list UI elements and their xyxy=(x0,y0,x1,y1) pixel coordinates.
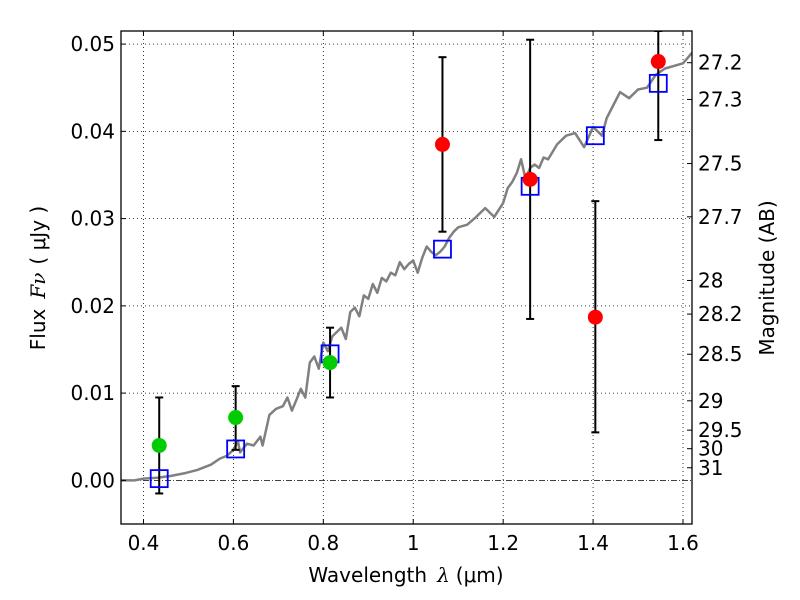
x-tick-label: 0.4 xyxy=(128,531,160,555)
y-tick-label: 0.01 xyxy=(70,381,115,405)
x-tick-label: 0.6 xyxy=(217,531,249,555)
x-axis-ticks: 0.4 0.6 0.8 1 1.2 1.4 1.6 xyxy=(128,31,699,555)
y-tick-label: 0.05 xyxy=(70,32,115,56)
model-photometry-point xyxy=(433,239,452,259)
magnitude-tick-label: 27.7 xyxy=(698,205,743,229)
magnitude-tick-label: 29.5 xyxy=(698,418,743,442)
y-tick-label: 0.02 xyxy=(70,294,115,318)
magnitude-tick-label: 28.2 xyxy=(698,302,743,326)
observed-point xyxy=(228,410,244,426)
magnitude-tick-label: 28.5 xyxy=(698,342,743,366)
y-axis-right-label: Magnitude (AB) xyxy=(755,200,779,355)
model-spectrum-line xyxy=(121,51,692,482)
y-tick-label: 0.00 xyxy=(70,468,115,492)
x-tick-label: 1 xyxy=(407,531,420,555)
observed-point xyxy=(434,136,450,152)
magnitude-tick-label: 27.5 xyxy=(698,152,743,176)
y-tick-label: 0.04 xyxy=(70,119,115,143)
observed-point xyxy=(650,54,666,70)
observed-point xyxy=(522,171,538,187)
magnitude-tick-label: 30 xyxy=(698,437,723,461)
x-axis-label: Wavelength λ (μm) xyxy=(308,563,503,587)
x-tick-label: 1.2 xyxy=(487,531,519,555)
x-tick-label: 0.8 xyxy=(307,531,339,555)
magnitude-tick-label: 28 xyxy=(698,268,723,292)
plot-area xyxy=(121,31,692,495)
model-photometry-point xyxy=(585,126,605,146)
observed-point xyxy=(587,309,603,325)
y-axis-label: FluxFν( μJy ) xyxy=(26,206,50,350)
magnitude-tick-label: 29 xyxy=(698,389,723,413)
plot-frame xyxy=(120,30,693,525)
x-tick-label: 1.6 xyxy=(667,531,699,555)
model-photometry-points xyxy=(149,73,668,489)
magnitude-tick-label: 27.2 xyxy=(698,51,743,75)
magnitude-tick-label: 27.3 xyxy=(698,87,743,111)
x-tick-label: 1.4 xyxy=(577,531,609,555)
model-photometry-point xyxy=(226,439,246,459)
y-axis-ticks: 0.00 0.01 0.02 0.03 0.04 0.05 xyxy=(70,32,126,492)
y-tick-label: 0.03 xyxy=(70,207,115,231)
magnitude-tick-label: 31 xyxy=(698,456,723,480)
observed-points xyxy=(151,54,666,453)
model-photometry-point xyxy=(648,73,668,93)
model-photometry-point xyxy=(149,469,169,489)
observed-point xyxy=(322,355,338,371)
observed-point xyxy=(151,437,167,453)
